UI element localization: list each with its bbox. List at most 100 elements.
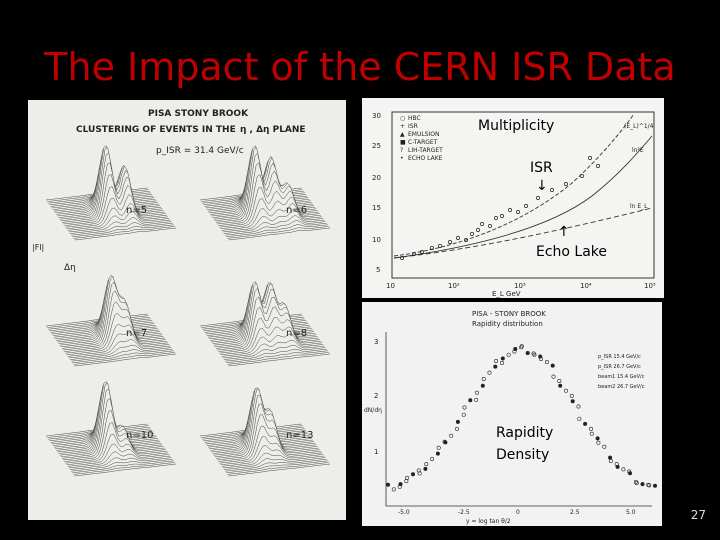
overlay-rapidity-line-1: Rapidity	[496, 425, 554, 441]
mesh-line	[227, 226, 329, 239]
x-tick-10000: 10⁴	[580, 282, 592, 290]
mesh-line	[226, 350, 328, 364]
rapidity-point	[417, 471, 422, 476]
clustering-figure-svg: PISA STONY BROOK CLUSTERING OF EVENTS IN…	[32, 109, 331, 477]
rapidity-figure-svg: PISA - STONY BROOK Rapidity distribution…	[364, 310, 657, 525]
rapidity-point	[583, 421, 588, 426]
mesh-plot	[45, 145, 177, 241]
mesh-line	[68, 210, 171, 233]
rapidity-point	[506, 352, 511, 357]
multiplicity-point	[456, 236, 460, 240]
rapidity-point	[398, 482, 403, 487]
rapidity-point	[423, 466, 428, 471]
multiplicity-point	[536, 196, 540, 200]
mesh-line	[228, 463, 331, 477]
multiplicity-point	[400, 256, 404, 260]
rapidity-point	[652, 483, 657, 488]
page-number: 27	[690, 508, 706, 522]
rapidity-point	[525, 350, 530, 355]
y-tick-30: 30	[372, 112, 381, 120]
clustering-axis-x: Δη	[64, 263, 76, 273]
rapidity-point	[596, 440, 601, 445]
mesh-line	[73, 352, 175, 365]
annotation-ln: ln E_L	[630, 203, 648, 210]
slide-title: The Impact of the CERN ISR Data	[44, 45, 676, 89]
multiplicity-point	[448, 240, 452, 244]
multiplicity-point	[412, 252, 416, 256]
panel-label-n13: n=13	[286, 430, 313, 441]
mesh-plot	[45, 274, 177, 367]
clustering-figure: PISA STONY BROOK CLUSTERING OF EVENTS IN…	[28, 100, 346, 520]
mesh-line	[226, 460, 328, 474]
overlay-echo-lake: Echo Lake	[536, 244, 608, 260]
legend-marker-c-target: ■	[400, 139, 406, 146]
mesh-line	[74, 463, 177, 477]
clustering-header-1: PISA STONY BROOK	[148, 109, 249, 119]
rapidity-point	[544, 359, 549, 364]
rapidity-point	[576, 404, 581, 409]
rapidity-point	[443, 440, 448, 445]
multiplicity-frame	[391, 111, 655, 279]
overlay-rapidity-line-2: Density	[496, 447, 550, 463]
legend-c-target: C-TARGET	[408, 139, 438, 146]
multiplicity-point	[550, 188, 554, 192]
mesh-plot	[199, 145, 331, 241]
rapidity-figure: PISA - STONY BROOK Rapidity distribution…	[362, 302, 662, 526]
rapidity-point	[621, 467, 626, 472]
mesh-line	[222, 339, 325, 359]
multiplicity-point	[588, 156, 592, 160]
multiplicity-point	[470, 232, 474, 236]
rapidity-point	[461, 412, 466, 417]
rapidity-point	[462, 405, 467, 410]
legend-echo-lake: ECHO LAKE	[408, 155, 443, 162]
rapidity-point	[634, 481, 639, 486]
mesh-line	[74, 227, 177, 241]
x-tick-100000: 10⁵	[644, 282, 656, 290]
mesh-line	[222, 209, 325, 233]
rapidity-point	[640, 482, 645, 487]
rapidity-point	[494, 358, 499, 363]
rapidity-point	[493, 364, 498, 369]
clustering-header-2-symbols: η , Δη PLANE	[240, 125, 306, 135]
mesh-line	[221, 333, 324, 357]
annotation-ln-squared: ln²E	[632, 147, 644, 154]
clustering-axis-y: |Fl|	[32, 243, 44, 252]
rapidity-point	[435, 451, 440, 456]
legend-marker-hbc: ○	[400, 115, 405, 122]
rapidity-point	[449, 433, 454, 438]
rapidity-legend-2: p_ISR 26.7 GeV/c	[598, 364, 641, 370]
mesh-line	[74, 353, 177, 367]
y-tick-20: 20	[372, 174, 381, 182]
legend-lih-target: LIH-TARGET	[408, 147, 443, 154]
mesh-plot	[199, 281, 331, 367]
rapidity-point	[455, 426, 460, 431]
mesh-line	[228, 353, 331, 367]
clustering-energy: p_ISR = 31.4 GeV/c	[156, 146, 244, 156]
multiplicity-y-ticks: 30 25 20 15 10 5	[372, 112, 381, 274]
multiplicity-point	[476, 228, 480, 232]
mesh-line	[72, 224, 174, 238]
rapidity-legend-4: beam2 26.7 GeV/c	[598, 384, 645, 390]
rapidity-point	[519, 345, 524, 350]
rapidity-point	[404, 479, 409, 484]
mesh-line	[225, 220, 327, 236]
multiplicity-points	[400, 156, 600, 260]
mesh-line	[73, 226, 175, 239]
panel-label-n8: n=8	[286, 328, 307, 339]
legend-emulsion: EMULSION	[408, 131, 440, 138]
rapidity-x-tick-m5: -5.0	[398, 509, 410, 516]
rapidity-point	[474, 397, 479, 402]
rapidity-point	[557, 379, 562, 384]
legend-isr: ISR	[408, 123, 418, 130]
curve-ln	[393, 207, 653, 259]
rapidity-point	[539, 356, 544, 361]
multiplicity-point	[420, 250, 424, 254]
multiplicity-legend: HBC ISR EMULSION C-TARGET LIH-TARGET ECH…	[400, 115, 443, 162]
rapidity-point	[627, 471, 632, 476]
clustering-header-2: CLUSTERING OF EVENTS IN THE	[76, 125, 236, 135]
multiplicity-x-ticks: 10 10² 10³ 10⁴ 10⁵ E_L GeV	[386, 282, 656, 298]
rapidity-header-2: Rapidity distribution	[472, 320, 543, 328]
panel-label-n10: n=10	[126, 430, 153, 441]
rapidity-point	[436, 445, 441, 450]
arrow-down: ↓	[536, 178, 548, 194]
